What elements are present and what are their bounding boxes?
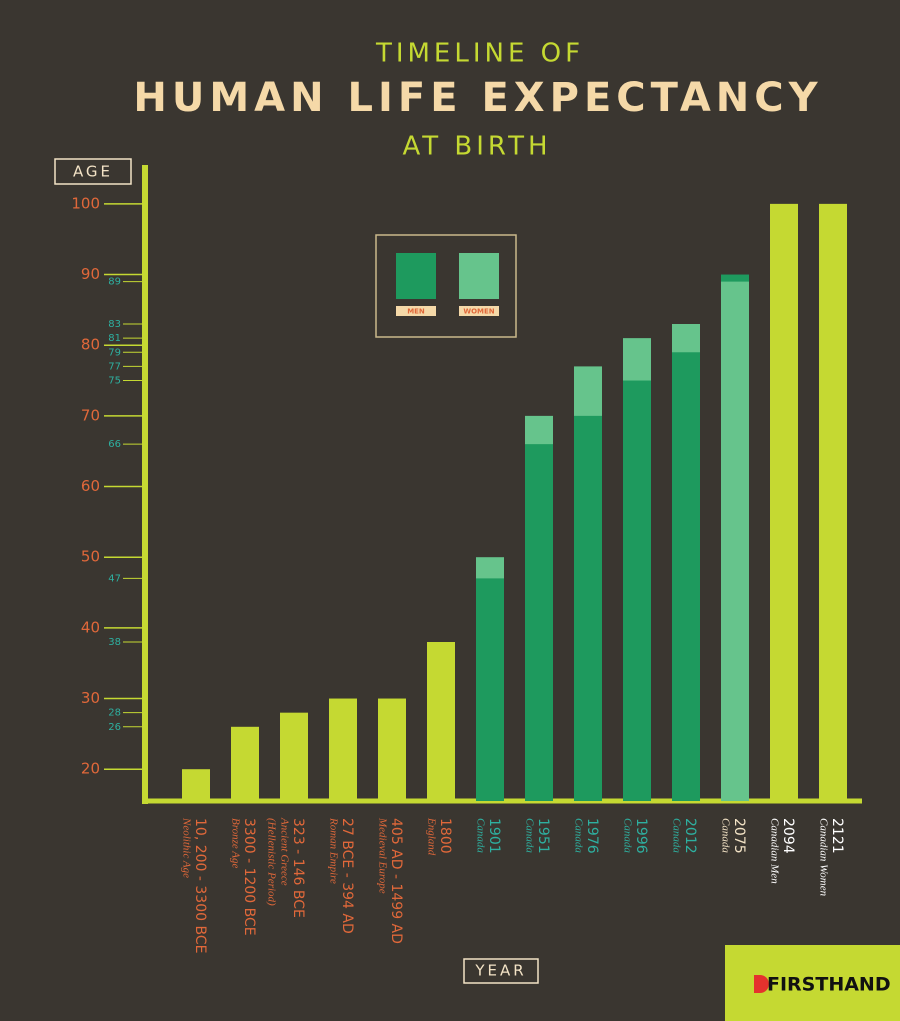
y-tick-label: 20: [81, 760, 100, 778]
x-tick-label: 1951: [535, 818, 551, 854]
y-tick-label: 100: [71, 194, 100, 212]
x-sublabel: Canada: [670, 818, 682, 853]
x-tick-label: 2121: [829, 818, 845, 854]
bar: [280, 712, 308, 801]
y-minor-tick-label: 89: [108, 277, 121, 288]
y-minor-tick-label: 75: [108, 376, 121, 387]
x-sublabel: Canada: [523, 818, 535, 853]
bar: [574, 415, 602, 801]
chart-title: HUMAN LIFE EXPECTANCY: [133, 75, 822, 121]
x-sublabel: Canadian Men: [768, 818, 780, 884]
legend-label-box: [396, 306, 436, 316]
bar: [770, 203, 798, 801]
y-minor-tick-label: 47: [108, 573, 121, 584]
x-sublabel: Medieval Europe: [376, 817, 388, 894]
x-tick-label: 1976: [584, 818, 600, 854]
y-label-box: [54, 158, 132, 185]
bar: [182, 769, 210, 801]
legend-box: [375, 234, 517, 338]
x-sublabel: Bronze Age: [229, 818, 241, 869]
bar: [231, 726, 259, 801]
brand: FIRSTHAND: [767, 974, 891, 996]
y-tick-label: 40: [81, 618, 100, 636]
legend-label: WOMEN: [463, 308, 494, 316]
bar: [525, 444, 553, 801]
y-minor-tick-label: 83: [108, 319, 121, 330]
bar: [329, 698, 357, 801]
x-sublabel: Canada: [572, 818, 584, 853]
x-label-box: [463, 958, 539, 984]
bar: [819, 203, 847, 801]
y-tick-label: 90: [81, 265, 100, 283]
bar: [378, 698, 406, 801]
x-sublabel: Canadian Women: [817, 818, 829, 897]
y-minor-tick-label: 79: [108, 347, 121, 358]
x-tick-label: 10, 200 - 3300 BCE: [192, 818, 208, 953]
x-tick-label: 1800: [437, 818, 453, 854]
y-minor-tick-label: 77: [108, 361, 121, 372]
x-sublabel: (Hellenistic Period): [265, 818, 277, 906]
bar: [427, 642, 455, 801]
brand-icon: [754, 975, 769, 993]
x-tick-label: 27 BCE - 394 AD: [339, 818, 355, 934]
x-sublabel: Canada: [719, 818, 731, 853]
x-sublabel: Canada: [474, 818, 486, 853]
y-minor-tick-label: 66: [108, 439, 121, 450]
y-tick-label: 30: [81, 689, 100, 707]
y-axis-label: AGE: [73, 163, 113, 181]
legend-label: MEN: [407, 308, 425, 316]
x-tick-label: 3300 - 1200 BCE: [241, 818, 257, 936]
y-minor-tick-label: 81: [108, 333, 121, 344]
y-tick-label: 70: [81, 406, 100, 424]
y-tick-label: 60: [81, 477, 100, 495]
x-sublabel: Ancient Greece: [278, 817, 290, 886]
legend-swatch: [459, 253, 499, 299]
x-tick-label: 2012: [682, 818, 698, 854]
x-sublabel: Canada: [621, 818, 633, 853]
bar: [721, 281, 749, 802]
bar: [672, 352, 700, 801]
y-minor-tick-label: 38: [108, 637, 121, 648]
x-tick-label: 323 - 146 BCE: [290, 818, 306, 918]
x-tick-label: 2075: [731, 818, 747, 854]
x-tick-label: 1901: [486, 818, 502, 854]
bar: [476, 578, 504, 801]
x-axis-label: YEAR: [474, 962, 526, 980]
chart-subtitle: AT BIRTH: [402, 132, 551, 162]
x-sublabel: England: [425, 817, 437, 856]
x-tick-label: 405 AD - 1499 AD: [388, 818, 404, 944]
y-tick-label: 50: [81, 548, 100, 566]
legend-swatch: [396, 253, 436, 299]
y-minor-tick-label: 26: [108, 722, 121, 733]
x-tick-label: 1996: [633, 818, 649, 854]
bar: [623, 380, 651, 801]
x-tick-label: 2094: [780, 818, 796, 854]
y-minor-tick-label: 28: [108, 708, 121, 719]
title-top: TIMELINE OF: [375, 39, 584, 69]
legend-label-box: [459, 306, 499, 316]
x-sublabel: Neolithic Age: [180, 817, 192, 878]
x-sublabel: Roman Empire: [327, 817, 339, 884]
y-tick-label: 80: [81, 336, 100, 354]
